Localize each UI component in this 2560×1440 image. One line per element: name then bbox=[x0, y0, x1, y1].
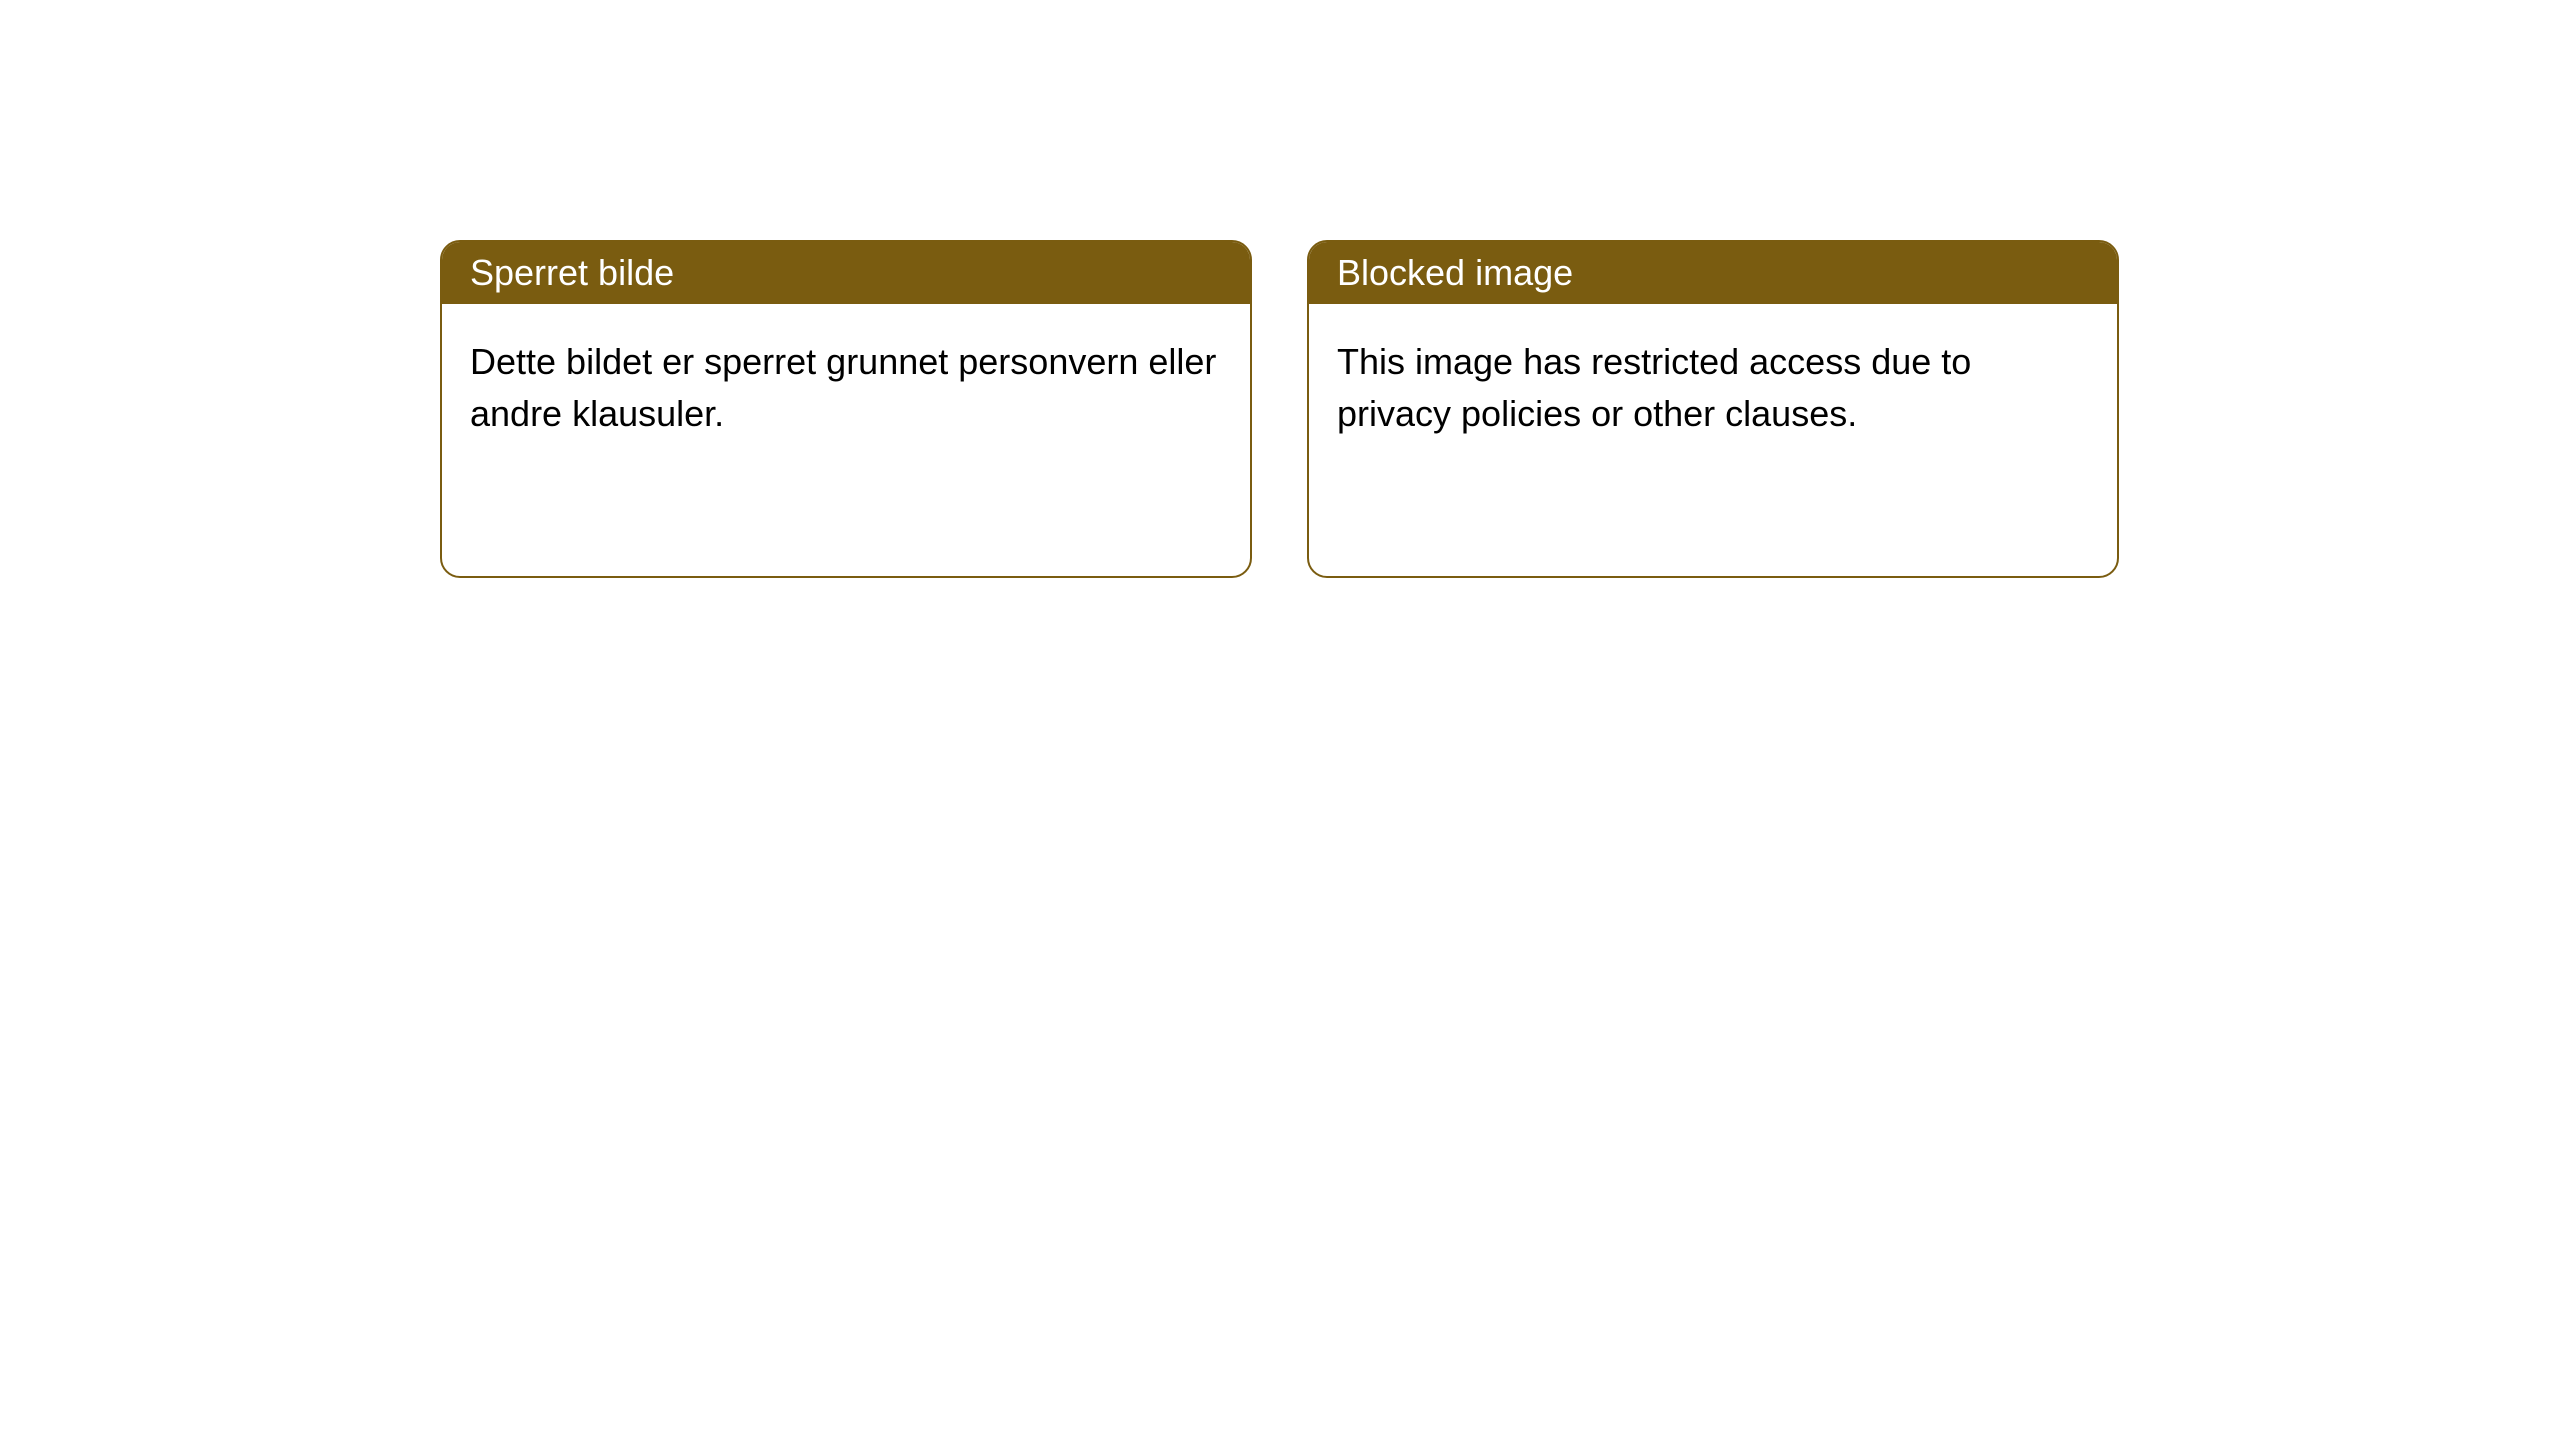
notice-container: Sperret bilde Dette bildet er sperret gr… bbox=[0, 0, 2560, 578]
notice-body: Dette bildet er sperret grunnet personve… bbox=[442, 304, 1250, 576]
notice-header: Sperret bilde bbox=[442, 242, 1250, 304]
notice-body-text: This image has restricted access due to … bbox=[1337, 341, 1971, 434]
notice-title: Blocked image bbox=[1337, 252, 1573, 293]
notice-body-text: Dette bildet er sperret grunnet personve… bbox=[470, 341, 1216, 434]
notice-body: This image has restricted access due to … bbox=[1309, 304, 2117, 576]
notice-title: Sperret bilde bbox=[470, 252, 674, 293]
notice-header: Blocked image bbox=[1309, 242, 2117, 304]
notice-card-english: Blocked image This image has restricted … bbox=[1307, 240, 2119, 578]
notice-card-norwegian: Sperret bilde Dette bildet er sperret gr… bbox=[440, 240, 1252, 578]
